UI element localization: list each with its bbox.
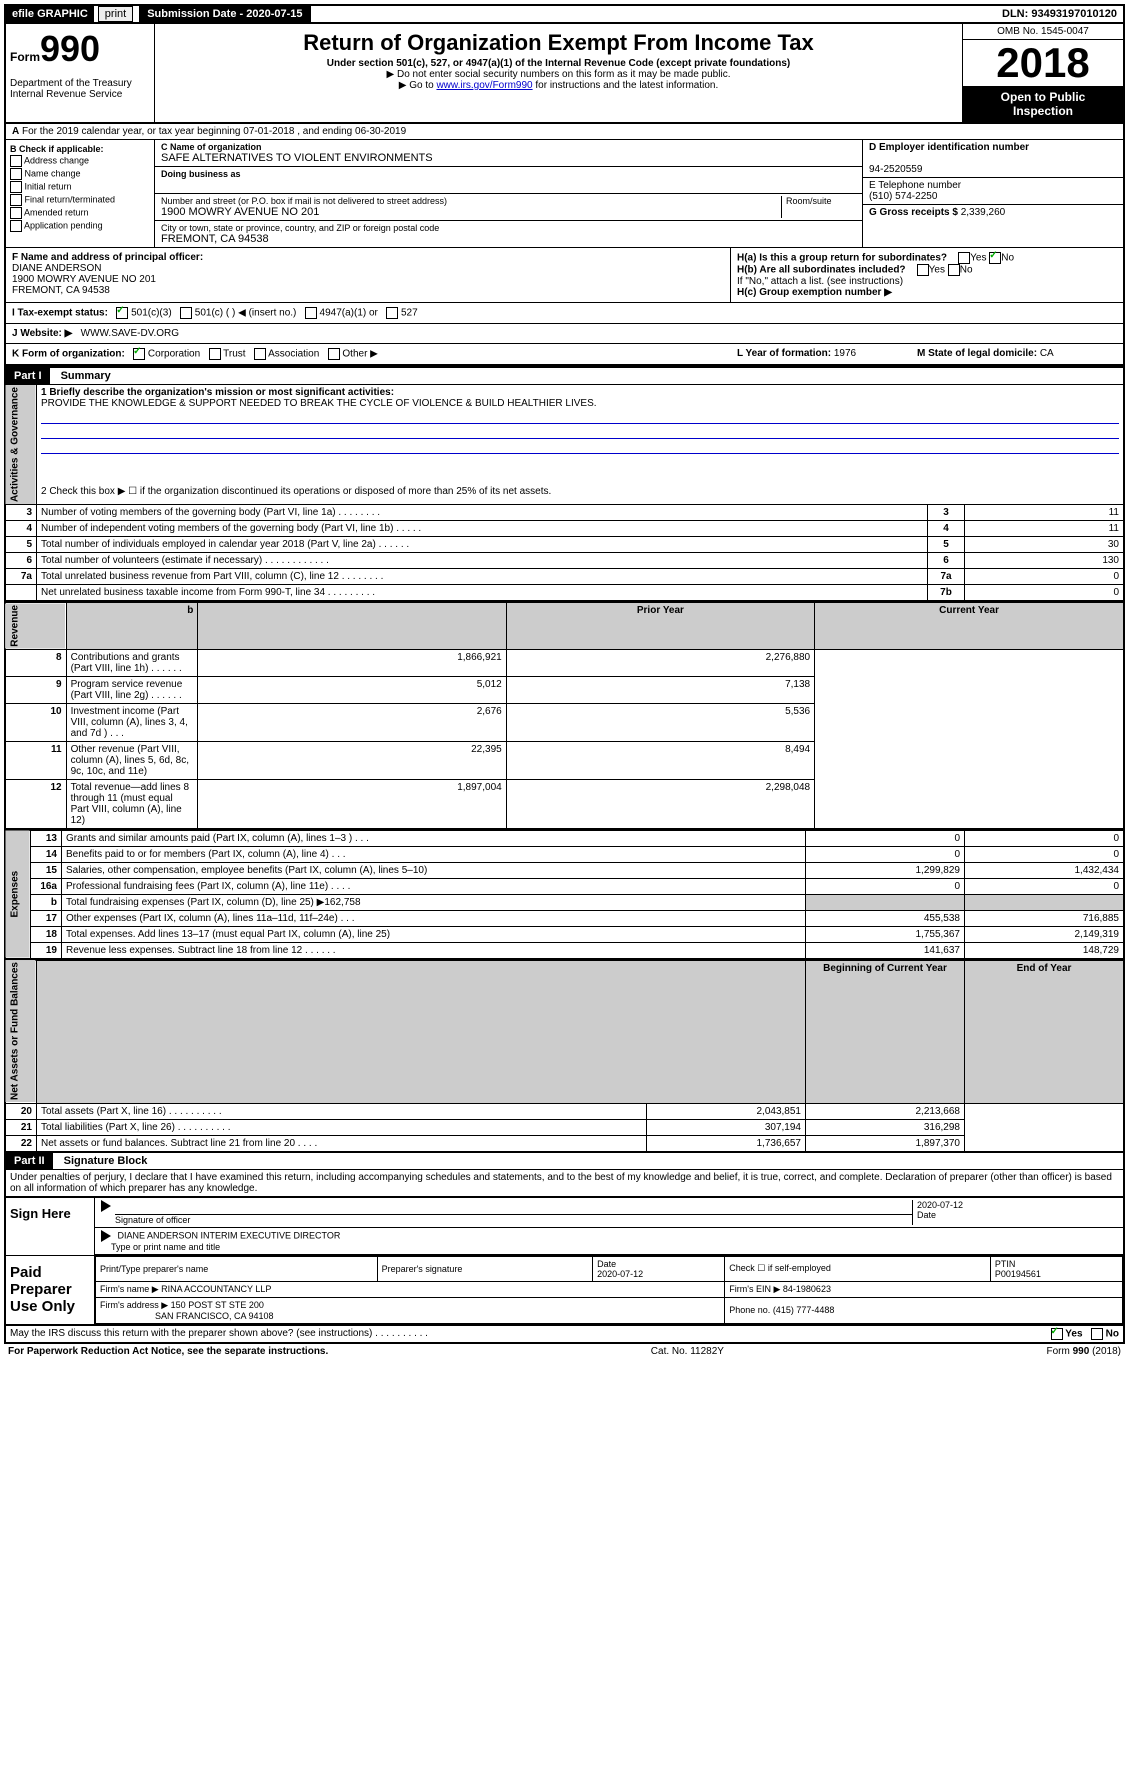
section-a: A For the 2019 calendar year, or tax yea… — [4, 124, 1125, 366]
officer-label: F Name and address of principal officer: — [12, 252, 203, 263]
form-prefix: Form — [10, 50, 40, 64]
form-note2: ▶ Go to www.irs.gov/Form990 for instruct… — [159, 80, 958, 91]
omb-number: OMB No. 1545-0047 — [963, 24, 1123, 40]
firm-addr: 150 POST ST STE 200 — [171, 1300, 264, 1310]
phone-value: (510) 574-2250 — [869, 191, 937, 202]
form-number: 990 — [40, 28, 100, 69]
arrow-icon — [101, 1200, 111, 1212]
box-b: B Check if applicable: Address change Na… — [6, 140, 155, 247]
efile-label: efile GRAPHIC — [6, 6, 94, 22]
website-row: J Website: ▶ WWW.SAVE-DV.ORG — [6, 323, 1123, 343]
phone-label: E Telephone number — [869, 180, 961, 191]
form-header: Form990 Department of the Treasury Inter… — [4, 24, 1125, 124]
tax-year: 2018 — [963, 40, 1123, 86]
form-note1: ▶ Do not enter social security numbers o… — [159, 69, 958, 80]
officer-addr: 1900 MOWRY AVENUE NO 201 FREMONT, CA 945… — [12, 274, 156, 296]
form-footer: Form 990 (2018) — [1047, 1346, 1121, 1357]
form-title: Return of Organization Exempt From Incom… — [159, 30, 958, 56]
governance-label: Activities & Governance — [5, 385, 37, 505]
dba-label: Doing business as — [161, 169, 856, 179]
revenue-label: Revenue — [5, 603, 66, 650]
line-a: A For the 2019 calendar year, or tax yea… — [6, 124, 1123, 140]
part1-title: Summary — [53, 368, 119, 384]
print-button[interactable]: print — [98, 6, 133, 22]
tax-exempt-status: I Tax-exempt status: 501(c)(3) 501(c) ( … — [6, 302, 1123, 323]
expenses-table: Expenses Expenses13Grants and similar am… — [4, 830, 1125, 960]
top-bar: efile GRAPHIC print Submission Date - 20… — [4, 4, 1125, 24]
org-address: 1900 MOWRY AVENUE NO 201 — [161, 206, 781, 218]
perjury-text: Under penalties of perjury, I declare th… — [4, 1169, 1125, 1198]
ein-label: D Employer identification number — [869, 142, 1029, 153]
footer: For Paperwork Reduction Act Notice, see … — [4, 1344, 1125, 1359]
gross-receipts-label: G Gross receipts $ — [869, 207, 958, 218]
org-city: FREMONT, CA 94538 — [161, 233, 856, 245]
discuss-row: May the IRS discuss this return with the… — [4, 1326, 1125, 1344]
ptin-value: P00194561 — [995, 1269, 1041, 1279]
open-public-label: Open to Public Inspection — [963, 86, 1123, 122]
org-name-label: C Name of organization — [161, 142, 856, 152]
department-label: Department of the Treasury Internal Reve… — [10, 78, 150, 100]
officer-name: DIANE ANDERSON — [12, 263, 101, 274]
netassets-table: Net Assets or Fund Balances Beginning of… — [4, 960, 1125, 1153]
form-subtitle: Under section 501(c), 527, or 4947(a)(1)… — [159, 58, 958, 69]
firm-ein: 84-1980623 — [783, 1284, 831, 1294]
netassets-label: Net Assets or Fund Balances — [5, 960, 37, 1103]
ein-value: 94-2520559 — [869, 164, 922, 175]
website-value: WWW.SAVE-DV.ORG — [81, 328, 179, 339]
revenue-table: Revenue b Prior Year Current Year 8Contr… — [4, 602, 1125, 830]
org-name: SAFE ALTERNATIVES TO VIOLENT ENVIRONMENT… — [161, 152, 856, 164]
signature-block: Sign Here Signature of officer 2020-07-1… — [4, 1198, 1125, 1326]
gross-receipts-value: 2,339,260 — [961, 207, 1006, 218]
part2-header: Part II — [6, 1153, 53, 1169]
dln-label: DLN: 93493197010120 — [996, 6, 1123, 22]
part2-title: Signature Block — [56, 1153, 156, 1169]
irs-link[interactable]: www.irs.gov/Form990 — [436, 80, 532, 91]
summary-table: Activities & Governance 1 Briefly descri… — [4, 384, 1125, 602]
arrow-icon — [101, 1230, 111, 1242]
mission-text: PROVIDE THE KNOWLEDGE & SUPPORT NEEDED T… — [41, 398, 597, 409]
firm-name: RINA ACCOUNTANCY LLP — [161, 1284, 271, 1294]
submission-date: Submission Date - 2020-07-15 — [139, 6, 310, 22]
paid-preparer-label: Paid Preparer Use Only — [6, 1256, 94, 1324]
firm-phone: (415) 777-4488 — [773, 1305, 835, 1315]
officer-signature-name: DIANE ANDERSON INTERIM EXECUTIVE DIRECTO… — [118, 1230, 341, 1240]
part1-header: Part I — [6, 368, 50, 384]
sign-here-label: Sign Here — [6, 1198, 94, 1255]
